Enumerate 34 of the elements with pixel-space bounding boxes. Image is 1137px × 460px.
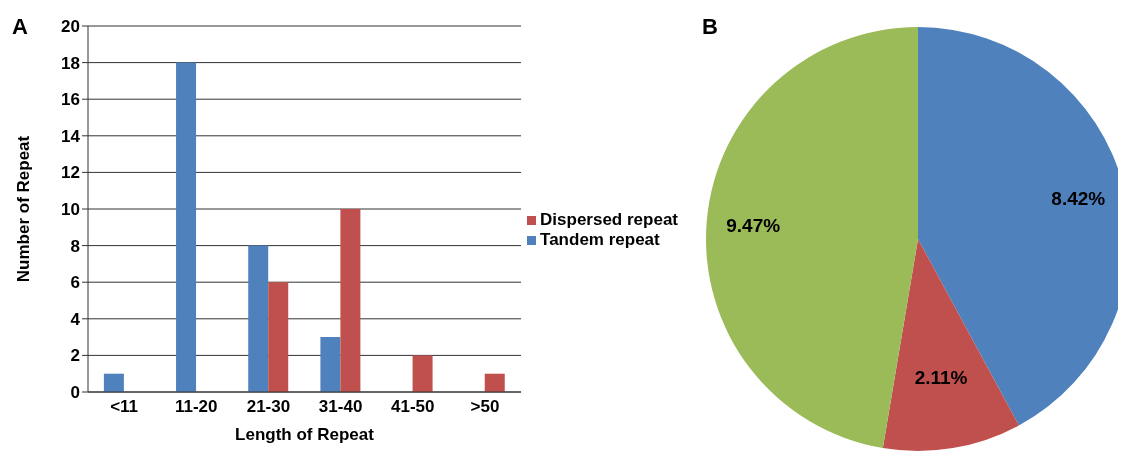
chart-title: B xyxy=(702,14,718,40)
bar xyxy=(103,373,124,392)
x-tick-label: <11 xyxy=(110,397,139,417)
data-label: 8.42% xyxy=(1051,187,1106,209)
x-tick-label: 21-30 xyxy=(246,397,291,417)
y-tick-label: 4 xyxy=(70,309,81,329)
x-tick-label: 31-40 xyxy=(318,397,363,417)
data-label: 2.11% xyxy=(914,367,968,389)
y-tick-label: 6 xyxy=(70,273,80,293)
x-tick-label: 11-20 xyxy=(174,397,218,417)
bar xyxy=(320,337,341,392)
chart-title: A xyxy=(12,14,28,40)
y-tick-label: 2 xyxy=(70,346,80,366)
bar xyxy=(340,209,361,392)
y-axis-title: Number of Repeat xyxy=(14,135,34,283)
y-tick-label: 20 xyxy=(61,17,80,37)
bar xyxy=(484,373,505,392)
y-tick-label: 16 xyxy=(61,90,80,110)
y-tick-label: 12 xyxy=(61,163,80,183)
y-tick-label: 18 xyxy=(61,53,80,73)
y-tick-label: 14 xyxy=(61,126,81,146)
y-tick-label: 10 xyxy=(61,200,80,220)
x-tick-label: 41-50 xyxy=(391,397,435,417)
legend-label: Dispersed repeat xyxy=(540,210,678,229)
y-tick-label: 8 xyxy=(70,236,80,256)
bar xyxy=(176,62,197,392)
x-axis-title: Length of Repeat xyxy=(235,425,375,444)
x-tick-label: >50 xyxy=(470,397,500,417)
bar xyxy=(268,282,289,392)
y-tick-label: 0 xyxy=(70,383,80,403)
legend-label: Tandem repeat xyxy=(540,230,660,249)
bar xyxy=(412,355,433,392)
bar xyxy=(248,245,269,392)
data-label: 9.47% xyxy=(726,214,781,236)
